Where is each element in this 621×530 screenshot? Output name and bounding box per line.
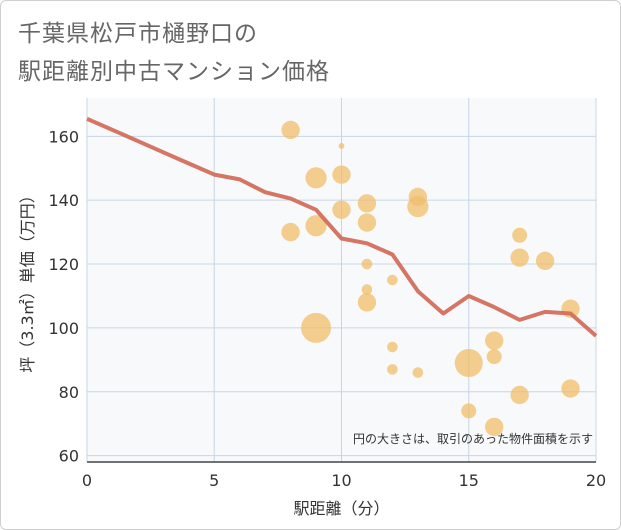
bubble-point (281, 120, 300, 140)
y-tick-label: 140 (48, 191, 79, 210)
x-tick-label: 0 (82, 471, 92, 490)
bubble-point (561, 379, 580, 398)
bubble-point (357, 293, 377, 312)
y-axis-label: 坪（3.3㎡）単価（万円） (18, 187, 37, 372)
y-axis-ticks: 60 80 100 120 140 160 (48, 127, 79, 465)
bubble-point (301, 312, 332, 343)
bubble-point (338, 142, 345, 149)
bubble-point (332, 200, 351, 219)
bubble-point (454, 348, 483, 378)
y-tick-label: 60 (59, 447, 79, 466)
bubble-point (387, 341, 398, 353)
x-tick-label: 20 (586, 471, 606, 490)
y-tick-label: 160 (48, 127, 79, 146)
bubble-point (281, 222, 300, 242)
bubble-point (357, 213, 377, 232)
y-tick-label: 80 (59, 383, 79, 402)
y-tick-label: 100 (48, 319, 79, 338)
trend-line (86, 116, 598, 338)
bubble-point (387, 364, 398, 375)
bubble-point (305, 215, 327, 237)
bubble-point (361, 284, 373, 295)
x-tick-label: 5 (209, 471, 219, 490)
x-tick-label: 10 (331, 471, 351, 490)
x-axis-ticks: 0 5 10 15 20 (82, 471, 606, 490)
bubble-point (361, 258, 373, 270)
chart-title-line-1: 千葉県松戸市樋野口の (18, 21, 258, 47)
bubble-point (407, 195, 429, 218)
chart-title-line-2: 駅距離別中古マンション価格 (18, 59, 330, 85)
bubble-point (486, 349, 502, 365)
x-tick-label: 15 (459, 471, 479, 490)
bubble-point (461, 403, 477, 419)
bubble-point (485, 417, 504, 437)
size-annotation: 円の大きさは、取引のあった物件面積を示す (353, 431, 593, 446)
bubble-series (281, 120, 580, 437)
bubble-point (305, 167, 327, 189)
bubble-point (512, 227, 528, 243)
x-axis-label: 駅距離（分） (293, 499, 389, 518)
bubble-point (510, 385, 529, 405)
y-tick-label: 120 (48, 255, 79, 274)
bubble-point (535, 251, 555, 271)
bubble-point (387, 274, 398, 286)
bubble-point (510, 248, 529, 267)
bubble-point (412, 367, 424, 378)
bubble-point (332, 165, 351, 184)
bubble-point (357, 194, 377, 213)
bubble-point (485, 331, 504, 350)
